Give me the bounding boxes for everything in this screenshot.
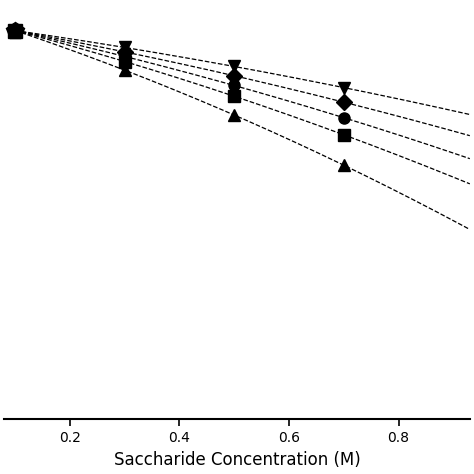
X-axis label: Saccharide Concentration (M): Saccharide Concentration (M) [114,451,360,469]
